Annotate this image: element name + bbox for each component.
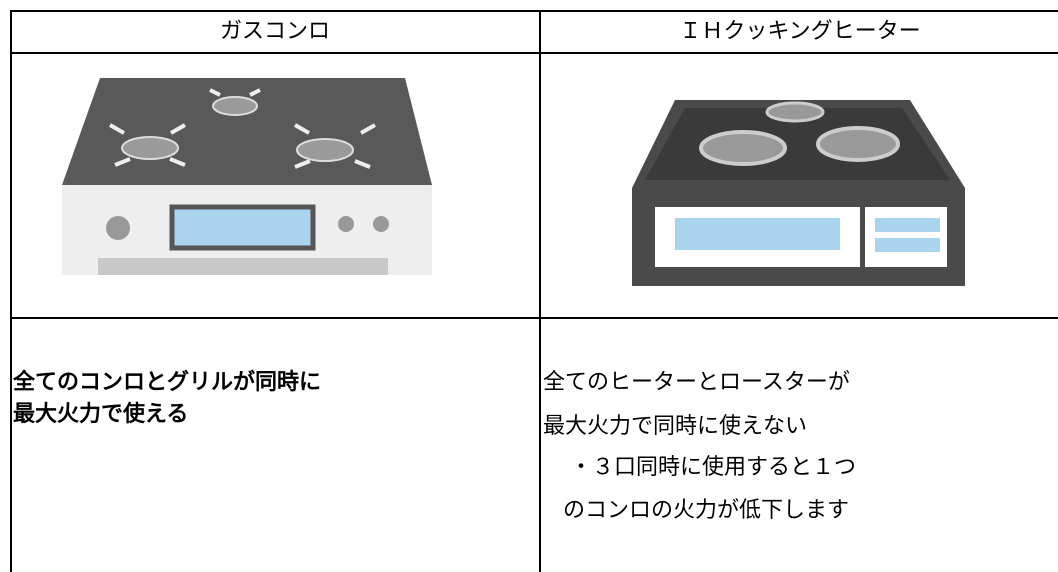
cell-text: のコンロの火力が低下します [563,498,849,523]
table-borders [10,10,1058,572]
header-cell: ＩＨクッキングヒーター [679,19,920,44]
gas-stove-illustration [62,78,432,275]
cell-text: ・３口同時に使用すると１つ [570,455,856,480]
cell-text: 最大火力で同時に使えない [543,414,807,439]
header-cell: ガスコンロ [220,19,330,44]
cell-text: 全てのヒーターとロースターが [543,370,850,395]
cell-text: 最大火力で使える [13,402,188,427]
cell-text: 全てのコンロとグリルが同時に [12,369,321,395]
ih-heater-illustration [632,100,965,286]
